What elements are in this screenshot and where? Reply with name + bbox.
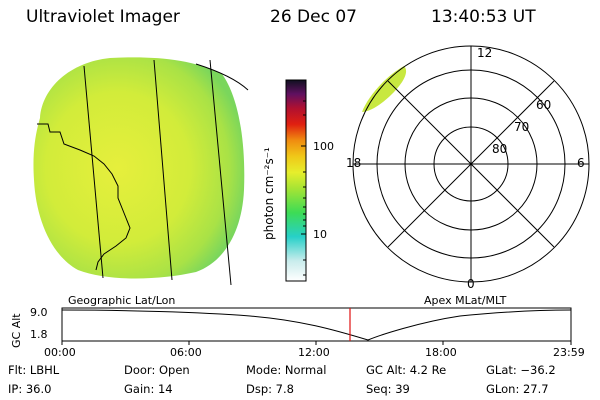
mlt-line-diag [387, 80, 555, 248]
timeline-xtick-1200: 12:00 [298, 346, 330, 359]
mode-info: Mode: Normal [246, 363, 327, 377]
right-panel-caption: Apex MLat/MLT [424, 294, 507, 307]
coastline [37, 123, 131, 271]
mlt-label-18: 18 [346, 156, 362, 170]
gain-info: Gain: 14 [124, 382, 173, 396]
instrument-title: Ultraviolet Imager [26, 7, 180, 27]
dsp-info: Dsp: 7.8 [246, 382, 294, 396]
altitude-curve [61, 309, 572, 341]
door-info: Door: Open [124, 363, 190, 377]
gcalt-info: GC Alt: 4.2 Re [366, 363, 447, 377]
colorbar-tick-10: 10 [313, 228, 327, 241]
timeline-ticks [61, 341, 572, 345]
colorbar-tick-100: 100 [313, 140, 334, 153]
ip-info: IP: 36.0 [8, 382, 52, 396]
left-panel-caption: Geographic Lat/Lon [68, 294, 176, 307]
longitude-line [83, 65, 104, 279]
seq-info: Seq: 39 [366, 382, 410, 396]
timeline-ytick-bottom: 1.8 [30, 328, 48, 341]
timeline-plot [61, 307, 572, 345]
flt-info: Flt: LBHL [8, 363, 60, 377]
timeline-xtick-0600: 06:00 [170, 346, 202, 359]
colorbar-ticks [301, 100, 306, 276]
polar-plot [352, 45, 590, 283]
geographic-disk [33, 57, 249, 286]
latitude-line [195, 63, 249, 91]
colorbar [285, 79, 307, 282]
timeline-xtick-2359: 23:59 [553, 346, 585, 359]
longitude-line [153, 59, 173, 281]
polar-emission-patch [362, 66, 407, 112]
mlt-label-12: 12 [477, 46, 493, 60]
mlt-label-6: 6 [577, 156, 585, 170]
mlat-label-70: 70 [514, 120, 530, 134]
timeline-ylabel: GC Alt [10, 313, 23, 348]
timeline-xtick-0000: 00:00 [44, 346, 76, 359]
timeline-xtick-1800: 18:00 [425, 346, 457, 359]
colorbar-label: photon cm⁻²s⁻¹ [262, 147, 276, 240]
date-label: 26 Dec 07 [270, 7, 357, 27]
mlt-label-0: 0 [467, 277, 475, 291]
glon-info: GLon: 27.7 [486, 382, 549, 396]
mlat-label-80: 80 [492, 142, 508, 156]
longitude-line [209, 59, 232, 286]
time-label: 13:40:53 UT [431, 7, 536, 27]
mlat-label-60: 60 [536, 98, 552, 112]
glat-info: GLat: −36.2 [486, 363, 556, 377]
timeline-ytick-top: 9.0 [30, 306, 48, 319]
